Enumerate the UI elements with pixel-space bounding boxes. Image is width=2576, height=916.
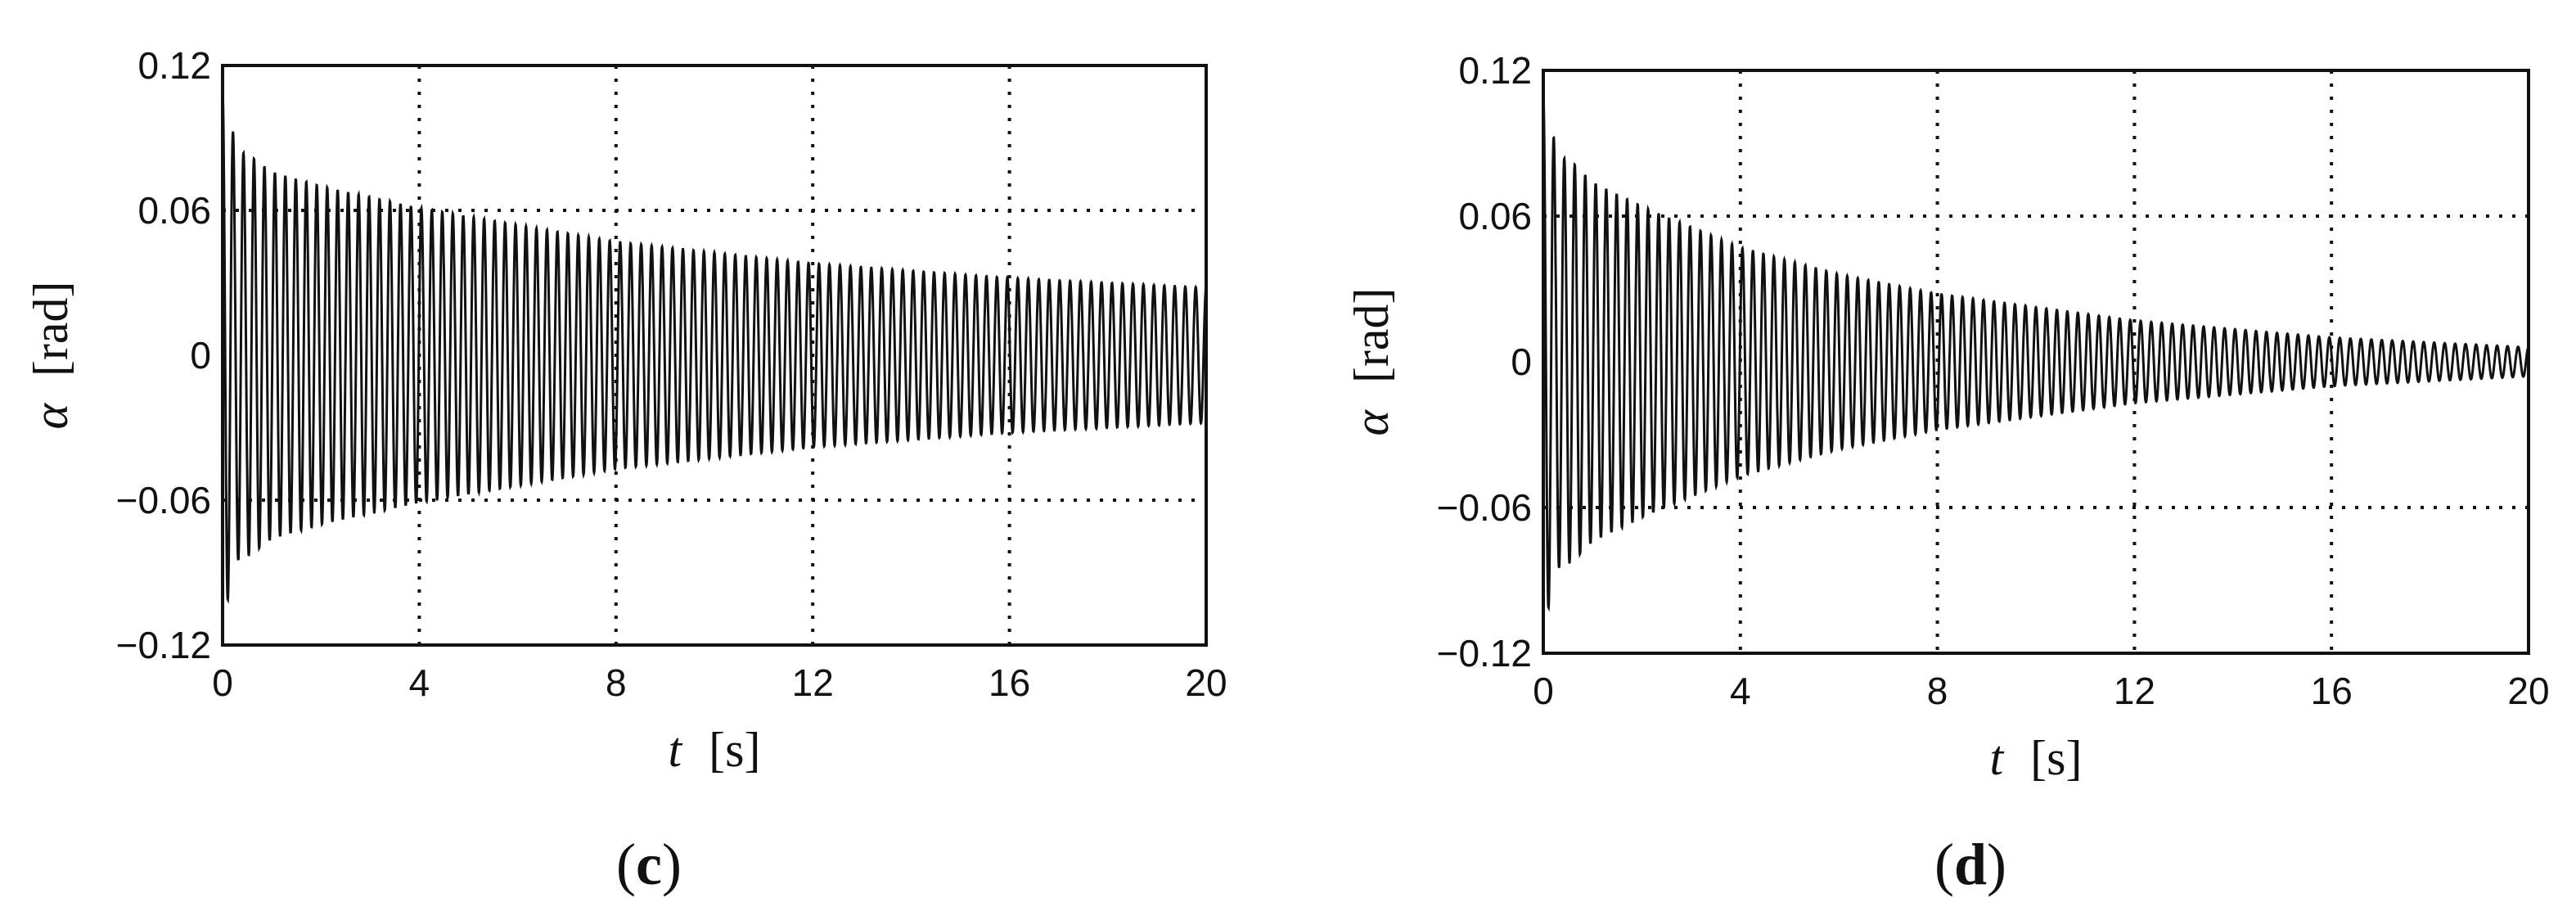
plot-frame-c xyxy=(221,64,1208,647)
y-tick-label: 0.06 xyxy=(137,189,211,232)
x-tick-label: 8 xyxy=(1927,670,1948,712)
x-tick-label: 12 xyxy=(2114,670,2155,712)
signal-line-c xyxy=(221,89,1208,604)
x-axis-label-d: t [s] xyxy=(1990,731,2083,785)
panel-label-d: (d) xyxy=(1934,832,2006,897)
x-axis-label-var-c: t xyxy=(669,723,683,777)
x-axis-label-unit-c: [s] xyxy=(709,723,760,777)
y-axis-label-unit-c: [rad] xyxy=(24,281,78,377)
y-axis-label-var-d: α xyxy=(1344,409,1398,436)
x-tick-label: 4 xyxy=(1730,670,1751,712)
x-tick-label: 16 xyxy=(2311,670,2353,712)
x-tick-label: 8 xyxy=(606,661,627,704)
y-tick-labels-c: 0.12 0.06 0 −0.06 −0.12 xyxy=(116,44,211,666)
y-tick-label: −0.12 xyxy=(1437,632,1532,675)
panel-label-letter-c: c xyxy=(636,832,662,897)
x-tick-labels-c: 0 4 8 12 16 20 xyxy=(212,661,1227,704)
panel-label-c: (c) xyxy=(616,832,682,897)
x-tick-label: 16 xyxy=(989,661,1030,704)
x-tick-label: 20 xyxy=(1185,661,1227,704)
gridlines-c xyxy=(223,65,1206,645)
y-axis-label-unit-d: [rad] xyxy=(1344,287,1398,383)
panel-label-close-d: ) xyxy=(1987,832,2006,897)
y-tick-label: −0.06 xyxy=(116,479,211,521)
gridlines-d xyxy=(1543,70,2529,653)
signal-line-d xyxy=(1542,94,2529,612)
x-axis-label-var-d: t xyxy=(1990,731,2005,785)
y-tick-label: 0 xyxy=(1511,341,1532,383)
x-tick-label: 4 xyxy=(409,661,430,704)
y-axis-label-var-c: α xyxy=(24,403,78,430)
y-tick-label: 0.12 xyxy=(1458,49,1532,92)
x-tick-label: 12 xyxy=(792,661,834,704)
x-tick-label: 0 xyxy=(212,661,233,704)
chart-panel-c: 0 4 8 12 16 20 0.12 0.06 0 −0.06 −0.12 t [s] α [r… xyxy=(24,44,1227,897)
y-axis-label-d: α [rad] xyxy=(1344,287,1398,435)
y-tick-label: 0 xyxy=(190,334,211,377)
plot-frame-d xyxy=(1542,69,2530,655)
chart-panel-d: 0 4 8 12 16 20 0.12 0.06 0 −0.06 −0.12 t [s] α [r… xyxy=(1344,49,2550,897)
x-tick-label: 0 xyxy=(1533,670,1554,712)
panel-label-open-d: ( xyxy=(1934,832,1954,897)
x-axis-label-unit-d: [s] xyxy=(2030,731,2082,785)
y-tick-label: 0.06 xyxy=(1458,195,1532,237)
x-tick-label: 20 xyxy=(2507,670,2549,712)
y-tick-labels-d: 0.12 0.06 0 −0.06 −0.12 xyxy=(1437,49,1532,675)
y-tick-label: −0.12 xyxy=(116,624,211,666)
panel-label-close-c: ) xyxy=(662,832,682,897)
x-axis-label-c: t [s] xyxy=(669,723,761,777)
panel-label-letter-d: d xyxy=(1954,832,1987,897)
y-tick-label: −0.06 xyxy=(1437,486,1532,529)
x-tick-labels-d: 0 4 8 12 16 20 xyxy=(1533,670,2549,712)
panel-label-open-c: ( xyxy=(616,832,636,897)
y-axis-label-c: α [rad] xyxy=(24,281,78,429)
y-tick-label: 0.12 xyxy=(137,44,211,87)
